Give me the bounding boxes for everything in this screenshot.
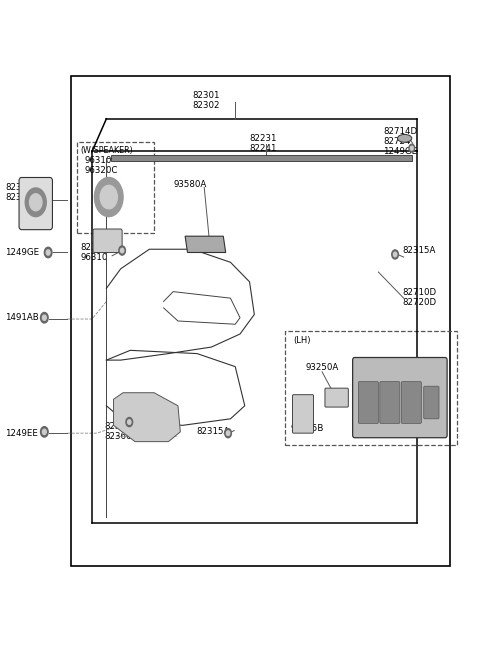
Text: 93555B: 93555B	[290, 424, 324, 433]
Bar	[77, 141, 154, 233]
Text: 82394A: 82394A	[5, 193, 38, 202]
FancyBboxPatch shape	[401, 382, 421, 423]
Circle shape	[42, 315, 46, 320]
Text: 82315A: 82315A	[196, 427, 229, 436]
Text: 82710D: 82710D	[402, 288, 436, 297]
Text: 82301: 82301	[193, 92, 220, 100]
FancyBboxPatch shape	[424, 386, 439, 419]
Bar	[285, 331, 457, 445]
Circle shape	[95, 178, 123, 217]
Text: 82393A: 82393A	[5, 183, 38, 192]
Circle shape	[119, 246, 125, 255]
Text: 93250A: 93250A	[306, 364, 339, 373]
Circle shape	[394, 252, 397, 257]
Text: 82315A: 82315A	[402, 246, 436, 255]
Circle shape	[410, 146, 413, 150]
FancyBboxPatch shape	[359, 382, 378, 423]
Text: (W/SPEAKER): (W/SPEAKER)	[80, 145, 133, 155]
Ellipse shape	[397, 134, 412, 142]
Text: (LH): (LH)	[293, 336, 311, 345]
Circle shape	[44, 248, 52, 257]
FancyBboxPatch shape	[19, 178, 52, 230]
Circle shape	[126, 417, 132, 426]
Text: 96310: 96310	[85, 156, 112, 165]
Circle shape	[40, 312, 48, 323]
FancyBboxPatch shape	[353, 358, 447, 438]
Text: 1249EE: 1249EE	[5, 428, 38, 438]
Circle shape	[128, 420, 131, 424]
Circle shape	[42, 429, 46, 434]
Circle shape	[227, 431, 230, 436]
Text: 1249GE: 1249GE	[5, 248, 39, 257]
Bar	[71, 77, 450, 565]
Text: 82241: 82241	[250, 143, 277, 153]
Text: 82714D: 82714D	[383, 127, 417, 136]
Circle shape	[100, 185, 117, 209]
Text: 96310: 96310	[80, 253, 108, 261]
Text: 82356B: 82356B	[104, 422, 137, 431]
Circle shape	[40, 426, 48, 437]
Circle shape	[225, 428, 231, 438]
Polygon shape	[111, 155, 412, 161]
Circle shape	[409, 144, 415, 152]
Text: 82366: 82366	[104, 432, 132, 441]
Text: 82724: 82724	[383, 137, 411, 146]
Polygon shape	[114, 393, 180, 441]
FancyBboxPatch shape	[380, 382, 400, 423]
FancyBboxPatch shape	[325, 388, 348, 407]
FancyBboxPatch shape	[93, 229, 122, 252]
Circle shape	[392, 250, 398, 259]
Text: 96320C: 96320C	[85, 166, 118, 175]
Text: 82720D: 82720D	[402, 298, 436, 307]
Polygon shape	[185, 236, 226, 252]
Text: 93580A: 93580A	[173, 179, 206, 189]
FancyBboxPatch shape	[292, 395, 313, 433]
Text: 82302: 82302	[193, 102, 220, 110]
Text: 82231: 82231	[250, 134, 277, 143]
Text: 1491AB: 1491AB	[5, 313, 39, 322]
Text: 93570B: 93570B	[366, 364, 400, 373]
Circle shape	[25, 188, 46, 217]
Circle shape	[30, 194, 42, 211]
Text: 82315D: 82315D	[80, 243, 114, 252]
Circle shape	[120, 248, 124, 253]
Circle shape	[46, 250, 50, 255]
Text: 1249GE: 1249GE	[383, 147, 417, 156]
